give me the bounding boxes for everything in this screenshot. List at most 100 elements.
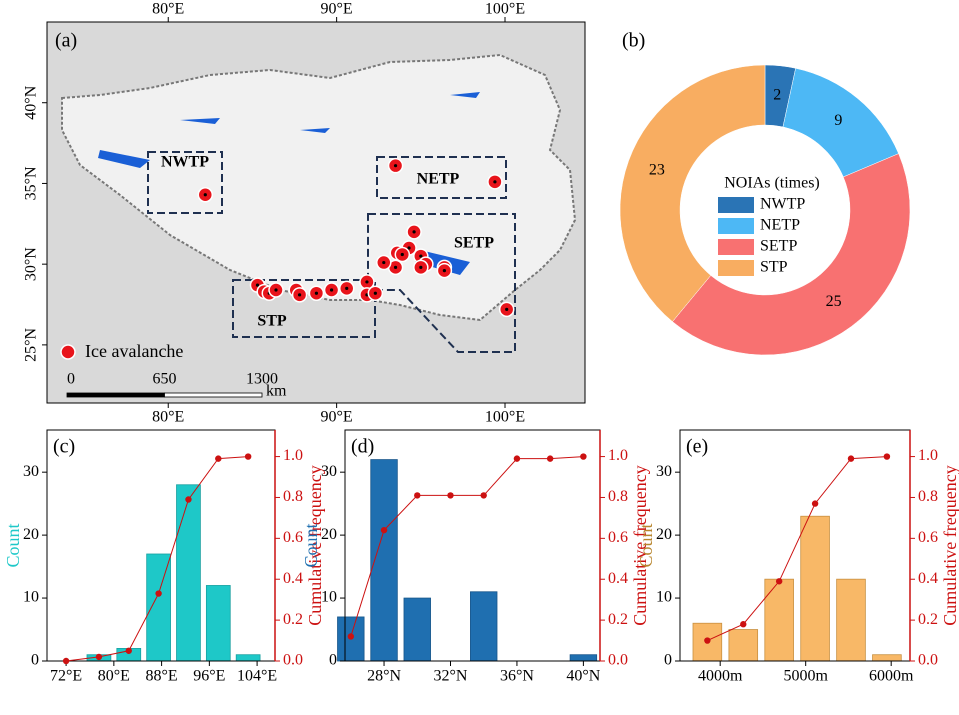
x-tick-label: 4000m xyxy=(698,668,743,685)
scale-label: 650 xyxy=(153,371,177,388)
y-axis-label: Count xyxy=(3,523,23,567)
legend-label: SETP xyxy=(760,238,797,255)
cumulative-point xyxy=(546,455,554,462)
y2-tick-label: 1.0 xyxy=(283,447,303,464)
point-center xyxy=(419,265,423,269)
x-tick-label: 104°E xyxy=(237,668,277,685)
cumulative-point xyxy=(125,647,132,654)
wedge-label: 9 xyxy=(834,112,842,129)
donut-wedge xyxy=(672,153,911,356)
cumulative-point xyxy=(847,455,855,462)
point-center xyxy=(419,254,423,258)
y2-tick-label: 1.0 xyxy=(918,447,938,464)
point-center xyxy=(382,260,386,265)
x-tick-label: 90°E xyxy=(321,409,353,426)
point-center xyxy=(297,293,302,297)
y2-tick-label: 0.8 xyxy=(608,488,628,505)
x-tick-label: 88°E xyxy=(146,668,178,685)
glacier xyxy=(98,92,480,275)
y-tick-label: 30 xyxy=(656,463,672,480)
plateau-outline xyxy=(61,53,577,322)
region-label: SETP xyxy=(454,235,494,252)
point-center xyxy=(393,164,398,168)
y2-tick-label: 0.2 xyxy=(608,611,628,628)
y2-axis-label: Cumulative frequency xyxy=(940,465,959,625)
x-tick-label: 100°E xyxy=(485,409,525,426)
y2-axis-label: Cumulative frequency xyxy=(305,465,325,625)
cumulative-line xyxy=(707,456,887,642)
map-frame xyxy=(46,21,586,404)
donut-wedge xyxy=(619,64,766,322)
panel-label: (c) xyxy=(53,436,75,458)
y2-tick-label: 0.6 xyxy=(918,529,938,546)
point-center xyxy=(393,265,398,269)
point-center xyxy=(329,288,334,292)
bar xyxy=(403,597,431,662)
y-axis-label: Count xyxy=(301,523,321,567)
bar xyxy=(800,515,830,662)
y-tick-label: 30 xyxy=(321,463,337,480)
legend-title: NOIAs (times) xyxy=(724,175,820,192)
y2-tick-label: 0.0 xyxy=(918,652,938,669)
y2-tick-label: 0.8 xyxy=(918,488,938,505)
y-tick-label: 20 xyxy=(321,526,337,543)
region-label: NWTP xyxy=(161,154,209,171)
wedge-label: 23 xyxy=(649,162,665,179)
x-tick-label: 32°N xyxy=(434,668,468,685)
y2-tick-label: 0.0 xyxy=(608,652,628,669)
cumulative-point xyxy=(95,653,103,661)
x-tick-label: 40°N xyxy=(566,668,600,685)
bar xyxy=(569,654,598,662)
point-center xyxy=(442,269,446,273)
cumulative-point xyxy=(704,637,711,644)
x-tick-label: 90°E xyxy=(321,1,353,18)
cumulative-line xyxy=(350,456,584,637)
point-center xyxy=(373,291,377,295)
y-tick-label: 25°N xyxy=(23,327,40,361)
y2-tick-label: 0.4 xyxy=(918,570,938,587)
x-tick-label: 36°N xyxy=(500,668,534,685)
region-labels: NWTP NETP SETP STP xyxy=(161,154,494,330)
cumulative-point xyxy=(580,453,587,460)
y-tick-label: 35°N xyxy=(23,166,40,200)
x-tick-label: 5000m xyxy=(783,668,828,685)
x-tick-label: 96°E xyxy=(193,668,225,685)
cumulative-point xyxy=(811,500,819,507)
scale-label: 1300 xyxy=(246,371,278,388)
cumulative-point xyxy=(185,496,192,503)
bar xyxy=(176,484,201,662)
bar xyxy=(235,654,261,662)
cumulative-point xyxy=(447,492,454,499)
bar xyxy=(764,578,794,662)
y2-tick-label: 0.0 xyxy=(283,652,303,669)
panel-label: (d) xyxy=(351,436,374,458)
y-tick-label: 10 xyxy=(321,589,337,606)
bar xyxy=(470,591,498,662)
x-tick-label: 6000m xyxy=(869,668,914,685)
point-center xyxy=(505,307,509,311)
y-tick-label: 10 xyxy=(23,589,39,606)
region-label: NETP xyxy=(417,171,460,188)
y-tick-label: 30°N xyxy=(23,247,40,281)
y-tick-label: 40°N xyxy=(23,85,40,119)
y2-tick-label: 0.2 xyxy=(918,611,938,628)
bar xyxy=(872,654,902,662)
bar xyxy=(836,578,866,662)
x-tick-label: 100°E xyxy=(485,1,525,18)
y-tick-label: 20 xyxy=(656,526,672,543)
y2-tick-label: 0.6 xyxy=(608,529,628,546)
legend-label: STP xyxy=(760,259,788,276)
y2-tick-label: 0.4 xyxy=(608,570,628,587)
cumulative-point xyxy=(62,657,70,665)
cumulative-point xyxy=(740,621,747,628)
cumulative-point xyxy=(215,455,222,462)
cumulative-point xyxy=(380,526,388,534)
cumulative-point xyxy=(244,453,252,460)
point-center xyxy=(274,288,278,292)
cumulative-point xyxy=(155,590,162,597)
point-center xyxy=(400,252,404,257)
scale-segment xyxy=(66,392,165,398)
legend-swatch xyxy=(718,218,754,234)
y2-tick-label: 0.2 xyxy=(283,611,303,628)
